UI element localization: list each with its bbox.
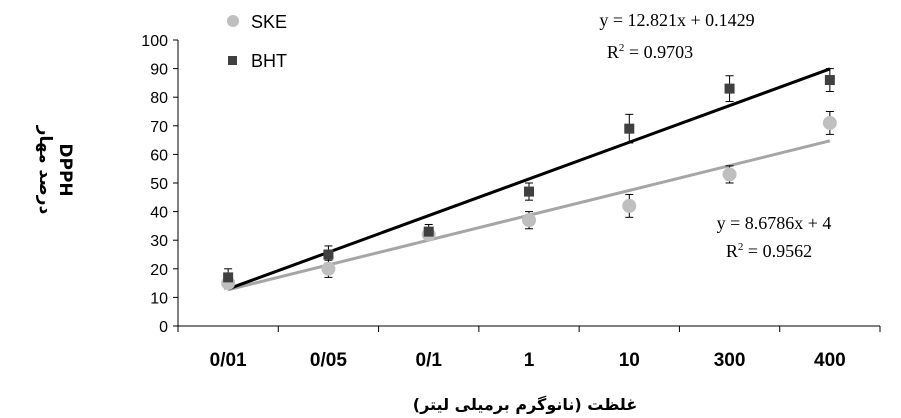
y-axis-title: درصد مهار DPPH (35, 125, 75, 215)
x-tick-label: 1 (524, 350, 535, 371)
equation-bht: y = 12.821x + 0.1429 R2 = 0.9703 (599, 10, 754, 62)
y-tick-label: 100 (141, 33, 168, 50)
x-tick-label: 0/01 (210, 350, 247, 371)
data-point-ske (522, 213, 536, 228)
y-tick-label: 0 (159, 319, 168, 336)
y-tick-label: 60 (150, 147, 168, 164)
x-tick-label: 0/05 (310, 350, 347, 371)
legend: SKE BHT (227, 12, 287, 71)
trendlines (227, 67, 831, 292)
data-point-bht (323, 249, 334, 260)
data-point-bht (223, 272, 234, 283)
equation-ske-formula: y = 8.6786x + 4 (717, 213, 832, 233)
trendline-bht (227, 67, 831, 291)
data-point-ske (321, 261, 336, 276)
x-tick-label: 0/1 (416, 350, 443, 371)
data-point-bht (524, 186, 534, 197)
y-tick-label: 10 (150, 290, 168, 307)
x-tick-label: 400 (814, 350, 846, 371)
data-point-ske (822, 115, 837, 130)
legend-marker-ske (227, 15, 239, 27)
y-axis-title-line1: درصد مهار (35, 125, 55, 215)
data-point-ske (622, 198, 637, 213)
y-tick-label: 70 (150, 119, 168, 136)
y-tick-label: 20 (150, 262, 168, 279)
data-point-bht (624, 123, 635, 134)
x-tick-label: 300 (714, 350, 746, 371)
y-ticks: 0 10 20 30 40 50 60 70 80 90 100 (141, 33, 178, 336)
equation-ske: y = 8.6786x + 4 R2 = 0.9562 (717, 213, 832, 261)
data-point-bht (724, 83, 735, 94)
data-point-bht (824, 75, 835, 86)
legend-label-bht: BHT (251, 51, 287, 71)
data-points (221, 75, 837, 291)
equation-ske-r2: R2 = 0.9562 (726, 241, 812, 261)
y-tick-label: 90 (150, 62, 168, 79)
data-point-bht (423, 226, 434, 237)
y-tick-label: 40 (150, 205, 168, 222)
legend-marker-bht (228, 56, 237, 65)
equation-bht-formula: y = 12.821x + 0.1429 (599, 10, 754, 30)
x-tick-label: 10 (619, 350, 640, 371)
y-tick-label: 80 (150, 90, 168, 107)
y-axis-title-line2: DPPH (55, 143, 75, 196)
x-axis-title: غلظت (نانوگرم برمیلی لیتر) (413, 395, 638, 414)
x-ticks: 0/01 0/05 0/1 1 10 300 400 (177, 326, 881, 371)
data-point-ske (722, 167, 737, 182)
y-tick-label: 50 (150, 176, 168, 193)
legend-label-ske: SKE (251, 12, 287, 32)
equation-bht-r2: R2 = 0.9703 (607, 42, 693, 62)
y-tick-label: 30 (150, 233, 168, 250)
